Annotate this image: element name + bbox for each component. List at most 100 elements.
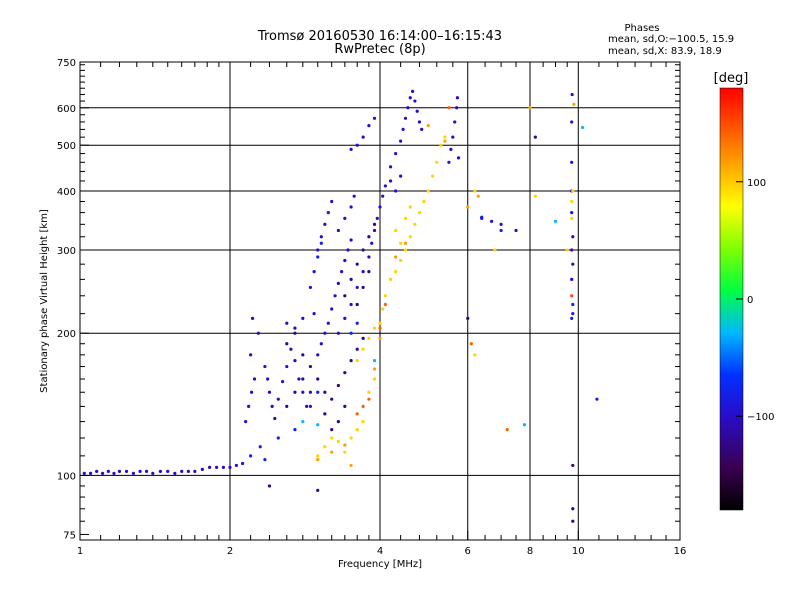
x-tick-label: 4 bbox=[377, 546, 383, 557]
data-point bbox=[316, 353, 320, 357]
data-point bbox=[323, 412, 327, 416]
data-point bbox=[316, 458, 320, 462]
data-point bbox=[250, 316, 255, 320]
x-axis-ticks: 1 2 4 6 8 10 16 bbox=[77, 531, 686, 557]
data-point bbox=[249, 454, 253, 458]
data-point bbox=[394, 255, 398, 259]
data-point bbox=[349, 302, 353, 307]
minor-ticks bbox=[80, 62, 680, 540]
data-point bbox=[316, 488, 320, 492]
y-tick-label: 400 bbox=[57, 187, 76, 198]
data-point bbox=[443, 139, 447, 143]
data-point bbox=[406, 106, 410, 110]
data-point bbox=[349, 238, 353, 242]
data-point bbox=[361, 336, 365, 340]
data-point bbox=[316, 390, 320, 394]
data-point bbox=[336, 281, 340, 285]
data-point bbox=[336, 439, 340, 444]
data-point bbox=[151, 471, 155, 475]
data-point bbox=[247, 404, 251, 408]
data-point bbox=[117, 469, 122, 473]
data-point bbox=[355, 321, 359, 325]
data-point bbox=[258, 445, 262, 449]
data-point bbox=[323, 445, 327, 449]
data-point bbox=[378, 326, 382, 330]
data-point bbox=[336, 228, 340, 233]
data-point bbox=[394, 228, 398, 233]
data-point bbox=[378, 321, 382, 325]
data-point bbox=[408, 235, 412, 239]
data-point bbox=[383, 302, 387, 307]
data-point bbox=[323, 390, 327, 394]
data-point bbox=[367, 397, 371, 401]
chart-subtitle: RwPretec (8p) bbox=[334, 42, 425, 57]
stats-header: Phases bbox=[624, 23, 659, 34]
data-point bbox=[173, 471, 177, 475]
data-point bbox=[447, 106, 451, 110]
data-point bbox=[215, 465, 219, 469]
data-point bbox=[305, 404, 309, 408]
data-point bbox=[413, 99, 417, 103]
data-point bbox=[490, 219, 494, 223]
data-point bbox=[244, 419, 248, 424]
data-point bbox=[349, 359, 353, 363]
data-point bbox=[326, 321, 330, 325]
stats-line-o: mean, sd,O:−100.5, 15.9 bbox=[608, 34, 734, 45]
data-point bbox=[571, 507, 575, 511]
data-point bbox=[312, 270, 316, 274]
data-point bbox=[316, 454, 320, 458]
data-point bbox=[399, 241, 403, 245]
data-point bbox=[228, 465, 232, 469]
data-point bbox=[285, 342, 289, 346]
data-point bbox=[430, 174, 435, 178]
data-point bbox=[319, 241, 323, 245]
data-point bbox=[252, 377, 257, 381]
data-point bbox=[372, 377, 377, 381]
data-point bbox=[301, 316, 305, 320]
data-point bbox=[449, 147, 453, 151]
data-point bbox=[333, 294, 337, 298]
colorbar-tick-label: 0 bbox=[747, 295, 753, 306]
data-point bbox=[367, 255, 371, 259]
data-point bbox=[308, 285, 313, 290]
data-point bbox=[316, 255, 320, 259]
data-point bbox=[355, 347, 359, 351]
data-point bbox=[349, 147, 353, 151]
data-point bbox=[403, 116, 408, 120]
y-tick-label: 600 bbox=[57, 104, 76, 115]
data-point bbox=[355, 302, 359, 307]
data-point bbox=[301, 419, 305, 424]
data-point bbox=[388, 179, 393, 183]
data-point bbox=[100, 471, 105, 475]
data-point bbox=[343, 404, 347, 408]
data-point bbox=[455, 96, 460, 100]
data-point bbox=[408, 96, 412, 100]
data-point bbox=[456, 156, 461, 160]
data-point bbox=[349, 331, 353, 335]
x-axis-label: Frequency [MHz] bbox=[338, 559, 422, 570]
data-point bbox=[267, 390, 272, 394]
data-point bbox=[426, 189, 430, 193]
data-point bbox=[361, 135, 365, 139]
data-point bbox=[336, 383, 340, 388]
data-point bbox=[447, 160, 451, 164]
data-point bbox=[375, 216, 379, 220]
x-tick-label: 2 bbox=[227, 546, 233, 557]
data-point bbox=[417, 210, 422, 215]
data-point bbox=[330, 450, 334, 454]
data-point bbox=[349, 205, 353, 209]
data-point bbox=[343, 258, 347, 263]
y-tick-label: 500 bbox=[57, 141, 76, 152]
data-point bbox=[343, 294, 347, 298]
data-point bbox=[330, 199, 334, 204]
data-point bbox=[381, 307, 385, 311]
data-point bbox=[326, 210, 330, 215]
data-point bbox=[533, 135, 537, 139]
data-point bbox=[355, 285, 359, 290]
data-point bbox=[367, 270, 371, 274]
data-point bbox=[316, 423, 320, 427]
data-point bbox=[361, 347, 365, 351]
data-point bbox=[595, 397, 599, 401]
data-point bbox=[343, 450, 347, 454]
